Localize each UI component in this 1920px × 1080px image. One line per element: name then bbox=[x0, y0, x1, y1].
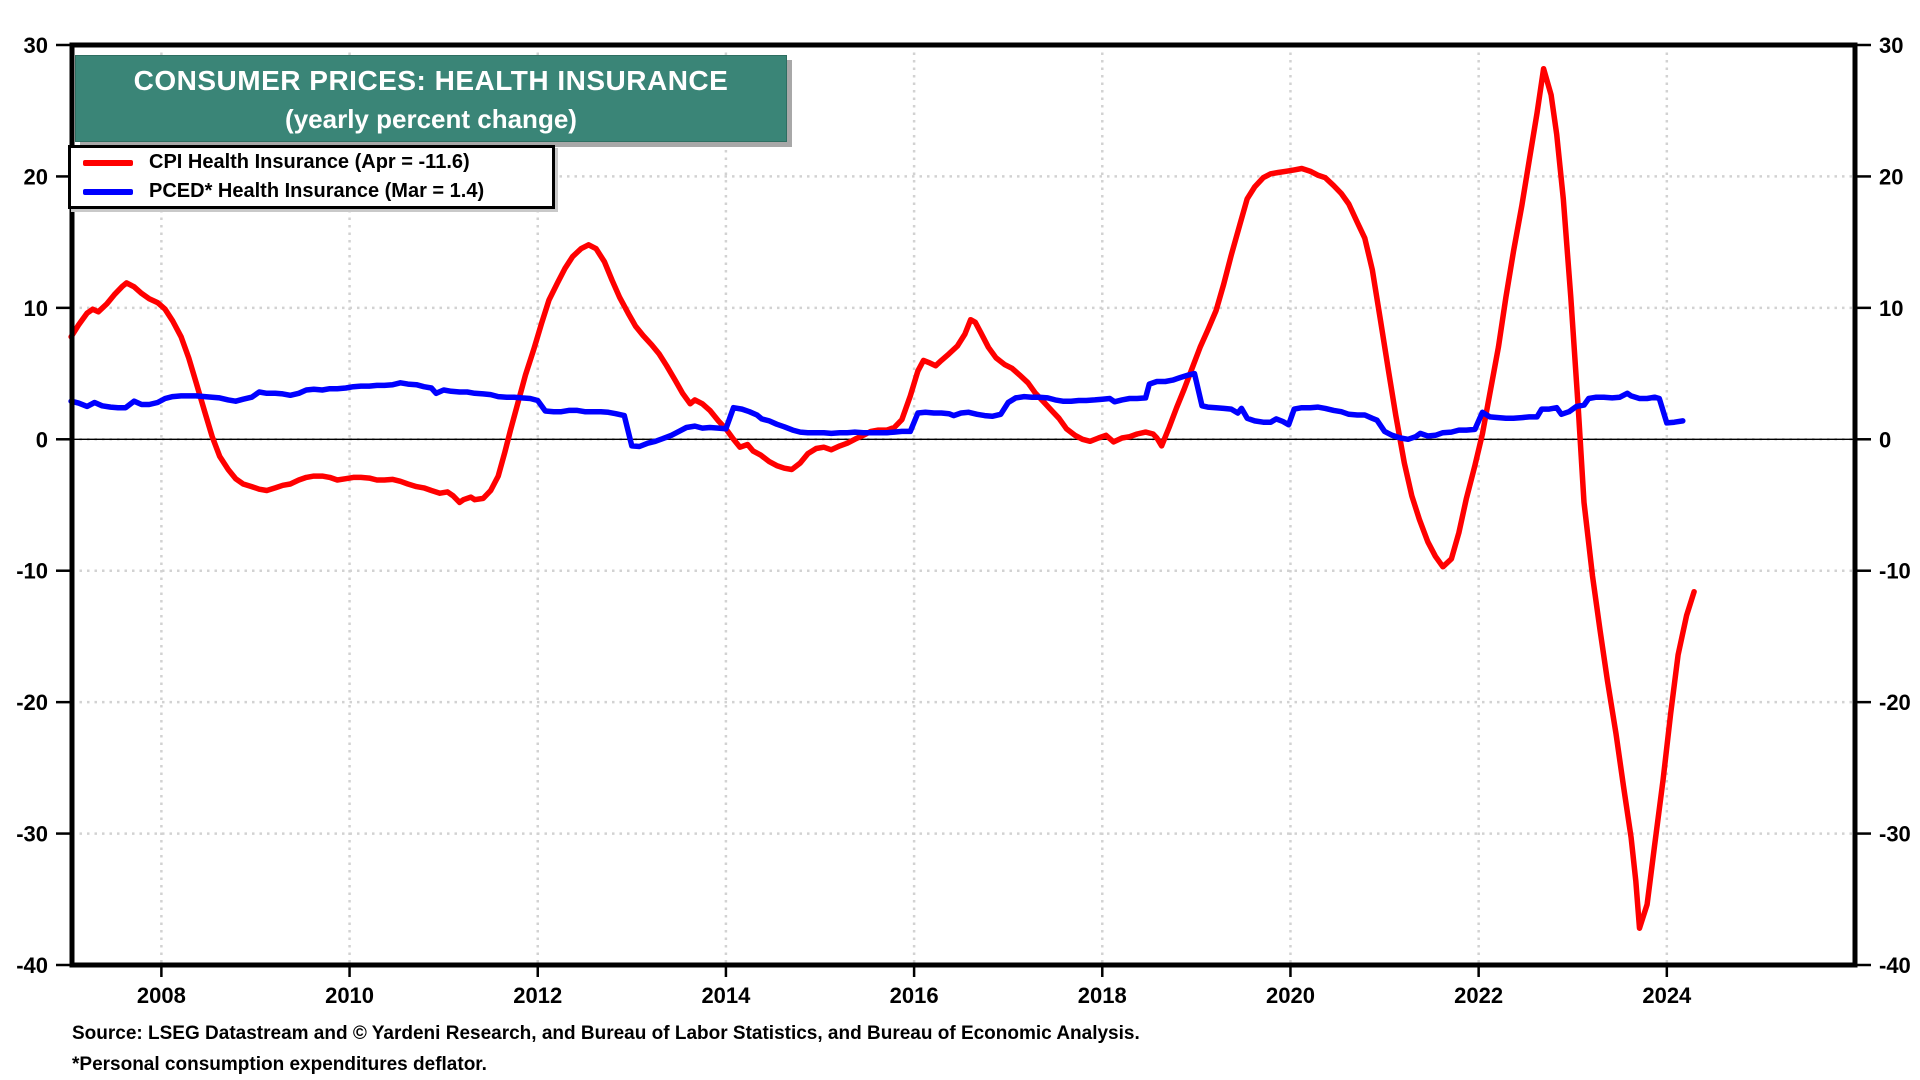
y-axis-label-left: -40 bbox=[16, 953, 48, 978]
source-note: Source: LSEG Datastream and © Yardeni Re… bbox=[72, 1018, 1140, 1080]
y-axis-label-right: -10 bbox=[1879, 559, 1911, 584]
y-axis-label-left: -10 bbox=[16, 559, 48, 584]
plot-border bbox=[69, 42, 1858, 968]
y-axis-label-left: -20 bbox=[16, 690, 48, 715]
y-axis-label-left: 10 bbox=[24, 296, 48, 321]
x-axis-label: 2014 bbox=[701, 983, 751, 1008]
y-axis-label-left: 20 bbox=[24, 164, 48, 189]
chart-title: CONSUMER PRICES: HEALTH INSURANCE bbox=[133, 64, 729, 96]
x-axis-label: 2020 bbox=[1266, 983, 1315, 1008]
x-axis-label: 2008 bbox=[137, 983, 186, 1008]
source-line-1: Source: LSEG Datastream and © Yardeni Re… bbox=[72, 1023, 1140, 1044]
y-axis-label-right: 10 bbox=[1879, 296, 1903, 321]
legend-item-cpi: CPI Health Insurance (Apr = -11.6) bbox=[71, 149, 552, 176]
y-axis-label-right: 20 bbox=[1879, 164, 1903, 189]
y-axis-label-right: -40 bbox=[1879, 953, 1911, 978]
legend-box: CPI Health Insurance (Apr = -11.6) PCED*… bbox=[68, 145, 555, 209]
y-axis-label-right: 0 bbox=[1879, 427, 1891, 452]
pced-line-swatch bbox=[83, 188, 133, 195]
x-axis-label: 2018 bbox=[1078, 983, 1127, 1008]
x-axis-label: 2012 bbox=[513, 983, 562, 1008]
x-axis-label: 2010 bbox=[325, 983, 374, 1008]
pced-health-insurance-line bbox=[68, 370, 1686, 450]
legend-label-pced: PCED* Health Insurance (Mar = 1.4) bbox=[149, 180, 485, 202]
chart-subtitle: (yearly percent change) bbox=[285, 103, 577, 134]
y-axis-label-left: 0 bbox=[36, 427, 48, 452]
y-axis-label-right: 30 bbox=[1879, 33, 1903, 58]
x-axis-label: 2024 bbox=[1642, 983, 1692, 1008]
cpi-line-swatch bbox=[83, 159, 133, 166]
legend-label-cpi: CPI Health Insurance (Apr = -11.6) bbox=[149, 151, 470, 173]
y-axis-label-right: -30 bbox=[1879, 822, 1911, 847]
x-axis-label: 2016 bbox=[890, 983, 939, 1008]
y-axis-label-left: -30 bbox=[16, 822, 48, 847]
y-axis-label-left: 30 bbox=[24, 33, 48, 58]
chart-title-box: CONSUMER PRICES: HEALTH INSURANCE (yearl… bbox=[75, 55, 787, 142]
y-axis-label-right: -20 bbox=[1879, 690, 1911, 715]
legend-item-pced: PCED* Health Insurance (Mar = 1.4) bbox=[71, 178, 552, 205]
x-axis-label: 2022 bbox=[1454, 983, 1503, 1008]
source-line-2: *Personal consumption expenditures defla… bbox=[72, 1054, 487, 1075]
